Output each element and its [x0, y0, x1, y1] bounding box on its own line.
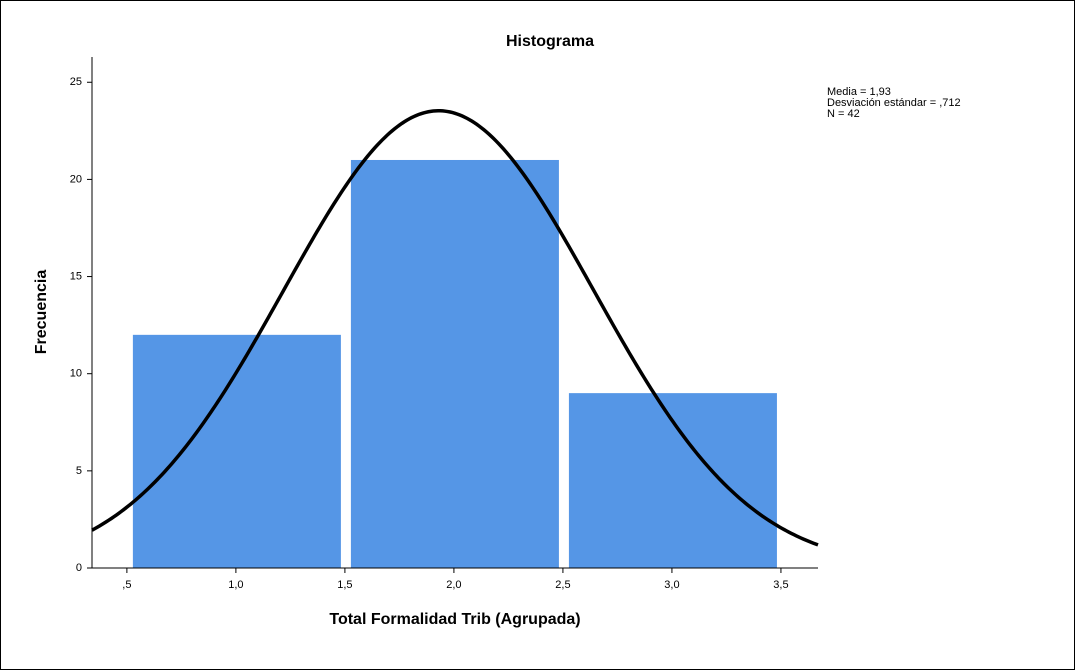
x-tick-label: 3,0 — [664, 579, 679, 591]
stat-label: N = 42 — [827, 108, 860, 120]
x-tick-label: 2,0 — [446, 579, 461, 591]
stat-label: Media = 1,93 — [827, 86, 891, 98]
chart-title: Histograma — [506, 33, 594, 50]
y-tick-label: 0 — [76, 562, 82, 574]
y-tick-label: 10 — [70, 368, 82, 380]
normal-curve — [91, 109, 819, 547]
x-tick-label: 2,5 — [555, 579, 570, 591]
x-tick-label: 1,5 — [337, 579, 352, 591]
y-tick-label: 15 — [70, 270, 82, 282]
x-tick-label: 3,5 — [773, 579, 788, 591]
y-tick-label: 25 — [70, 76, 82, 88]
y-axis-label: Frecuencia — [33, 270, 50, 355]
x-tick-label: 1,0 — [228, 579, 243, 591]
stat-label: Desviación estándar = ,712 — [827, 97, 961, 109]
bar — [350, 159, 559, 569]
x-tick-label: ,5 — [122, 579, 131, 591]
x-axis-label: Total Formalidad Trib (Agrupada) — [329, 611, 580, 628]
y-tick-label: 5 — [76, 465, 82, 477]
y-tick-label: 20 — [70, 173, 82, 185]
